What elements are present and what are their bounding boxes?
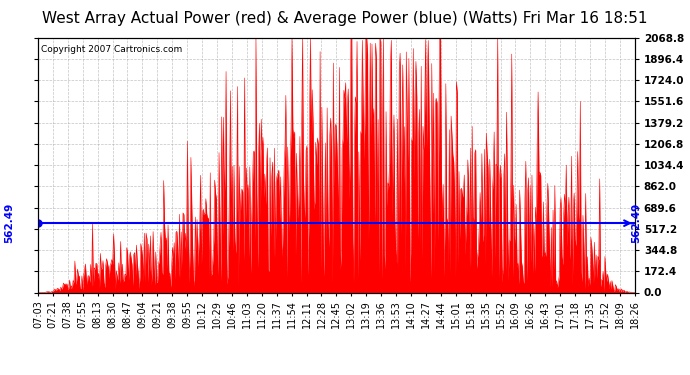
- Text: Copyright 2007 Cartronics.com: Copyright 2007 Cartronics.com: [41, 45, 182, 54]
- Text: West Array Actual Power (red) & Average Power (blue) (Watts) Fri Mar 16 18:51: West Array Actual Power (red) & Average …: [42, 11, 648, 26]
- Text: 562.49: 562.49: [4, 203, 14, 243]
- Text: 562.49: 562.49: [631, 203, 641, 243]
